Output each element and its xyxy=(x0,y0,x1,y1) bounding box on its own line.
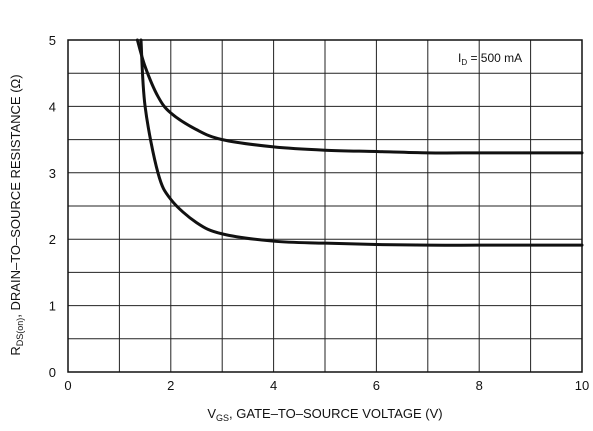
x-tick-labels: 0 2 4 6 8 10 xyxy=(64,378,589,393)
annotation-rest: = 500 mA xyxy=(467,51,522,65)
series-line-2 xyxy=(139,38,584,247)
x-axis-title-rest: , GATE–TO–SOURCE VOLTAGE (V) xyxy=(229,406,443,421)
y-axis-title-subscript: DS(on) xyxy=(15,318,25,347)
x-tick-label: 10 xyxy=(575,378,589,393)
x-tick-label: 0 xyxy=(64,378,71,393)
y-tick-label: 1 xyxy=(49,299,56,314)
series-lines xyxy=(135,38,584,247)
x-tick-label: 2 xyxy=(167,378,174,393)
y-tick-label: 5 xyxy=(49,33,56,48)
y-axis-title-main: R xyxy=(8,346,23,355)
grid-lines xyxy=(68,40,582,372)
y-tick-labels: 0 1 2 3 4 5 xyxy=(49,33,56,380)
y-tick-label: 3 xyxy=(49,166,56,181)
y-tick-label: 0 xyxy=(49,365,56,380)
plot-frame xyxy=(67,39,583,373)
x-tick-label: 4 xyxy=(270,378,277,393)
x-axis-title-subscript: GS xyxy=(216,413,229,423)
y-axis-title: RDS(on), DRAIN–TO–SOURCE RESISTANCE (Ω) xyxy=(8,74,25,355)
x-axis-title-main: V xyxy=(207,406,216,421)
y-axis-title-rest: , DRAIN–TO–SOURCE RESISTANCE (Ω) xyxy=(8,74,23,317)
series-line-1 xyxy=(135,38,584,155)
x-tick-label: 8 xyxy=(476,378,483,393)
annotation-main: I xyxy=(458,51,461,65)
y-tick-label: 2 xyxy=(49,232,56,247)
current-annotation: ID = 500 mA xyxy=(458,51,522,67)
annotation-subscript: D xyxy=(461,58,467,67)
y-tick-label: 4 xyxy=(49,99,56,114)
x-axis-title: VGS, GATE–TO–SOURCE VOLTAGE (V) xyxy=(207,406,442,423)
x-tick-label: 6 xyxy=(373,378,380,393)
